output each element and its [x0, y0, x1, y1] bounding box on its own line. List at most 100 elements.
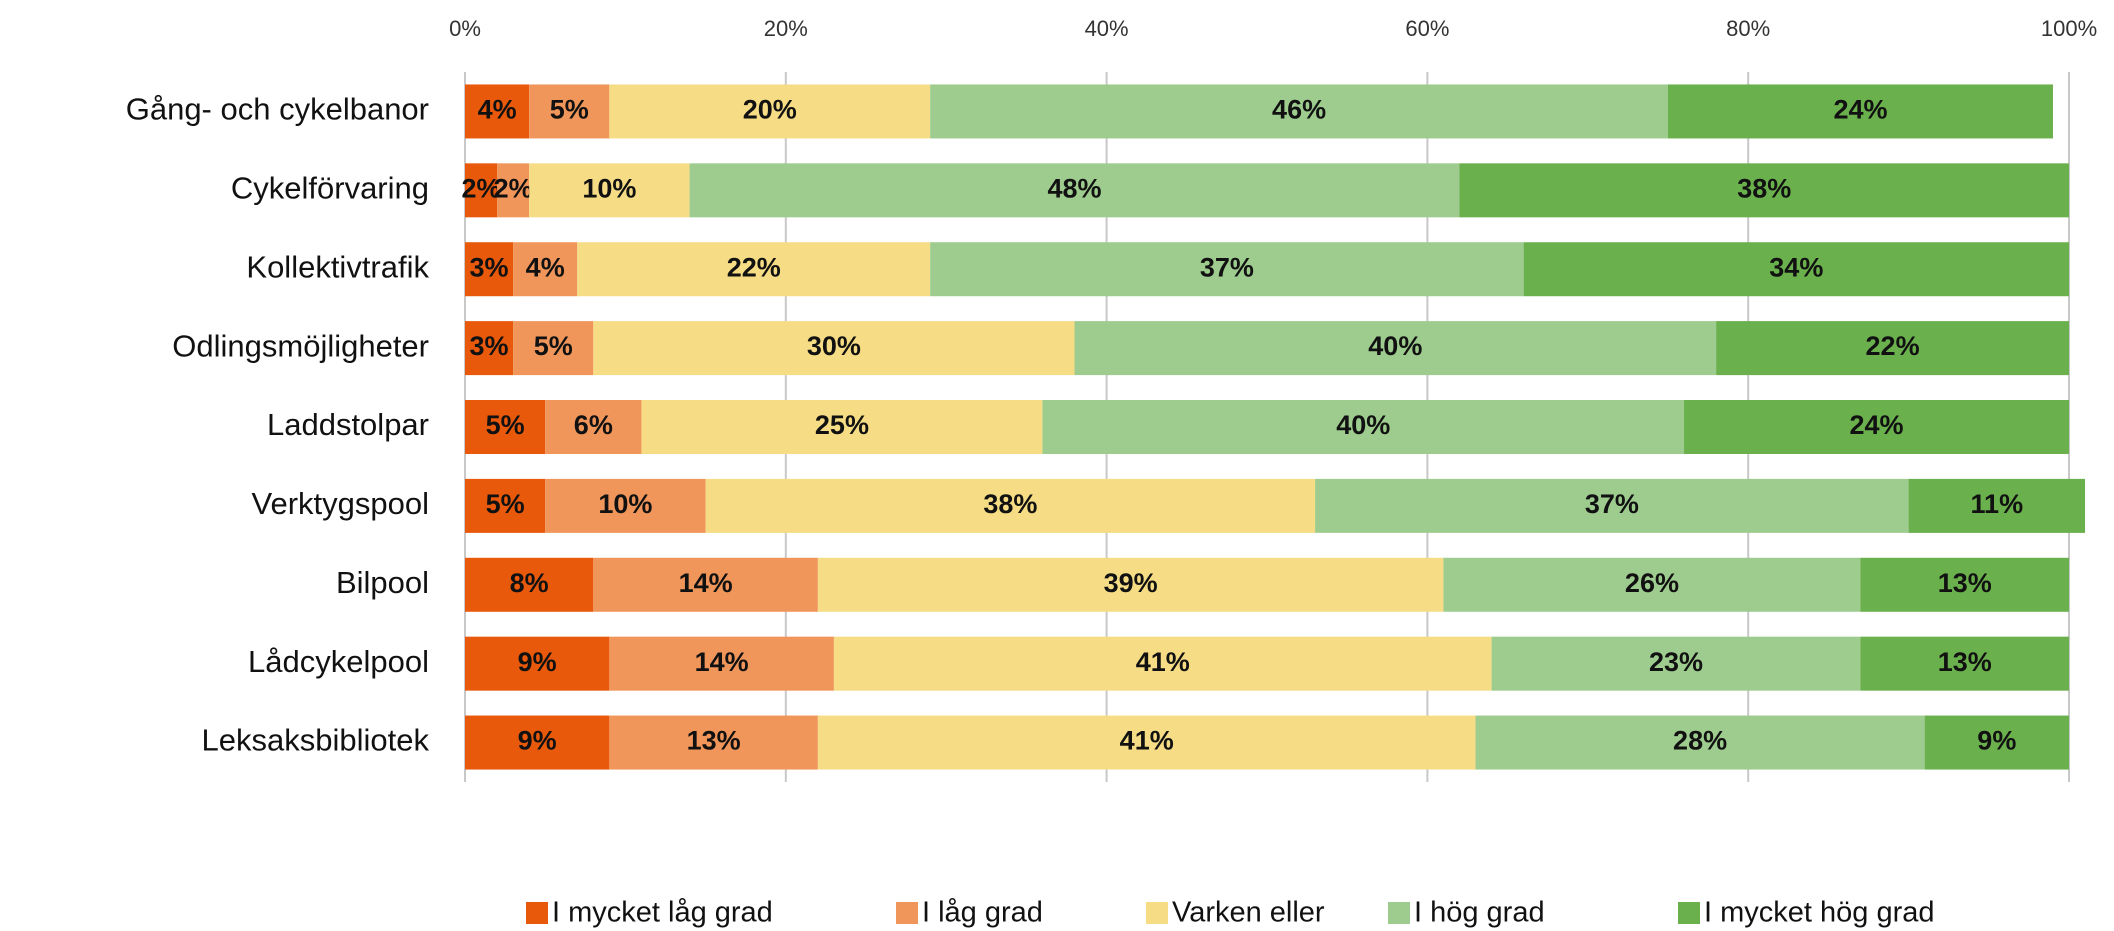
- bar-segment: [1716, 321, 2069, 376]
- bar-segment: [930, 84, 1668, 139]
- data-label: 9%: [518, 647, 557, 677]
- bar-segment: [545, 478, 706, 533]
- legend-swatch: [896, 902, 918, 924]
- bar-segment: [1491, 636, 1861, 691]
- bar-segment: [930, 242, 1524, 297]
- bar-segment: [833, 636, 1492, 691]
- bar-segment: [1668, 84, 2053, 139]
- bar-segment: [593, 321, 1075, 376]
- data-label: 5%: [486, 410, 525, 440]
- bar-segment: [1908, 478, 2086, 533]
- bar-segment: [1860, 636, 2069, 691]
- bar-segment: [465, 478, 546, 533]
- data-label: 14%: [679, 568, 733, 598]
- bar-segment: [529, 84, 610, 139]
- data-label: 24%: [1849, 410, 1903, 440]
- bar-segment: [465, 557, 594, 612]
- bar-segment: [1860, 557, 2069, 612]
- data-label: 10%: [598, 489, 652, 519]
- data-label: 13%: [687, 726, 741, 756]
- bar-segment: [513, 242, 578, 297]
- data-label: 38%: [1737, 173, 1791, 203]
- bar-segment: [1475, 715, 1925, 770]
- bar-segment: [609, 84, 931, 139]
- x-tick-label: 80%: [1726, 16, 1770, 41]
- legend-swatch: [1678, 902, 1700, 924]
- bar-segment: [465, 84, 530, 139]
- bar-segment: [641, 400, 1043, 454]
- x-tick-label: 20%: [764, 16, 808, 41]
- bar-segment: [1523, 242, 2069, 297]
- bar-segment: [529, 163, 690, 218]
- data-label: 5%: [534, 331, 573, 361]
- y-tick-label: Gång- och cykelbanor: [126, 92, 429, 127]
- bar-segment: [1443, 557, 1861, 612]
- bar-segment: [577, 242, 931, 297]
- data-label: 4%: [478, 95, 517, 125]
- data-label: 25%: [815, 410, 869, 440]
- data-label: 4%: [526, 252, 565, 282]
- y-tick-label: Verktygspool: [252, 486, 430, 521]
- x-tick-label: 0%: [449, 16, 481, 41]
- data-label: 41%: [1120, 726, 1174, 756]
- legend-label: I hög grad: [1414, 897, 1545, 929]
- data-label: 3%: [470, 252, 509, 282]
- bar-segment: [1042, 400, 1685, 454]
- data-label: 8%: [510, 568, 549, 598]
- legend-swatch: [526, 902, 548, 924]
- bar-segment: [465, 636, 610, 691]
- y-tick-label: Leksaksbibliotek: [202, 723, 430, 758]
- y-tick-label: Lådcykelpool: [248, 644, 429, 679]
- data-label: 2%: [494, 173, 533, 203]
- bar-segment: [1074, 321, 1717, 376]
- bar-segment: [497, 163, 530, 218]
- data-label: 22%: [727, 252, 781, 282]
- data-label: 28%: [1673, 726, 1727, 756]
- data-label: 14%: [695, 647, 749, 677]
- bar-segment: [609, 636, 834, 691]
- data-label: 23%: [1649, 647, 1703, 677]
- legend-label: I mycket låg grad: [552, 897, 773, 929]
- x-tick-label: 60%: [1405, 16, 1449, 41]
- data-label: 38%: [983, 489, 1037, 519]
- x-tick-label: 100%: [2041, 16, 2097, 41]
- data-label: 20%: [743, 95, 797, 125]
- data-label: 39%: [1104, 568, 1158, 598]
- data-label: 5%: [486, 489, 525, 519]
- y-tick-label: Cykelförvaring: [231, 171, 429, 206]
- data-label: 13%: [1938, 568, 1992, 598]
- data-label: 34%: [1769, 252, 1823, 282]
- bar-segment: [513, 321, 594, 376]
- bar-segment: [545, 400, 642, 454]
- y-tick-label: Odlingsmöjligheter: [172, 328, 429, 363]
- bar-segment: [465, 400, 546, 454]
- bar-segment: [609, 715, 818, 770]
- legend-swatch: [1146, 902, 1168, 924]
- y-tick-label: Kollektivtrafik: [246, 249, 429, 284]
- data-label: 9%: [1977, 726, 2016, 756]
- data-label: 40%: [1336, 410, 1390, 440]
- bar-segment: [465, 163, 498, 218]
- bar-segment: [1684, 400, 2069, 454]
- bar-segment: [465, 321, 514, 376]
- data-label: 22%: [1866, 331, 1920, 361]
- data-label: 37%: [1200, 252, 1254, 282]
- bar-segment: [689, 163, 1460, 218]
- bar-segment: [1315, 478, 1909, 533]
- data-label: 3%: [470, 331, 509, 361]
- data-label: 30%: [807, 331, 861, 361]
- data-label: 10%: [582, 173, 636, 203]
- data-label: 40%: [1368, 331, 1422, 361]
- data-label: 9%: [518, 726, 557, 756]
- y-tick-label: Laddstolpar: [267, 407, 429, 442]
- legend-swatch: [1388, 902, 1410, 924]
- legend-label: I mycket hög grad: [1704, 897, 1935, 929]
- legend-label: Varken eller: [1172, 897, 1325, 929]
- bar-segment: [817, 715, 1476, 770]
- data-label: 41%: [1136, 647, 1190, 677]
- data-label: 46%: [1272, 95, 1326, 125]
- data-label: 24%: [1833, 95, 1887, 125]
- data-label: 26%: [1625, 568, 1679, 598]
- data-label: 48%: [1047, 173, 1101, 203]
